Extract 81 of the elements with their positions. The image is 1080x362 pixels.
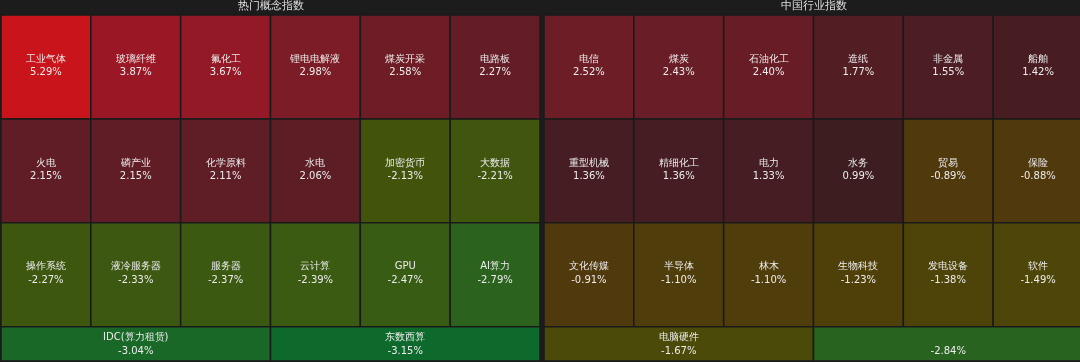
category-label: 煤炭 [668, 52, 689, 64]
category-label: 发电设备 [928, 260, 969, 272]
data-label: 2.11% [209, 170, 242, 182]
category-label: 工业气体 [25, 52, 66, 64]
category-label: 煤炭开采 [385, 52, 426, 64]
data-label: 2.98% [299, 66, 332, 78]
data-label: 2.58% [389, 66, 422, 78]
category-label: 重型机械 [568, 156, 609, 168]
data-label: 2.27% [479, 66, 511, 78]
data-label: 1.36% [573, 170, 605, 182]
data-label: 5.29% [30, 66, 62, 78]
text: 热门概念指数 [237, 0, 304, 13]
data-label: 3.67% [209, 66, 242, 78]
category-label: AI算力 [480, 260, 510, 272]
data-label: -2.47% [387, 273, 423, 285]
category-label: 火电 [35, 156, 56, 168]
category-label: 电脑硬件 [658, 331, 699, 342]
data-label: -0.89% [930, 170, 966, 182]
data-label: 2.15% [119, 170, 152, 182]
data-label: -1.10% [750, 273, 787, 285]
data-label: -2.39% [297, 273, 334, 285]
category-label: 精细化工 [658, 156, 699, 168]
data-label: -1.10% [661, 273, 697, 285]
category-label: 加密货币 [385, 156, 426, 168]
category-label: 石油化工 [748, 52, 789, 64]
data-label: 2.06% [299, 170, 332, 182]
category-label: 电力 [758, 156, 779, 168]
data-label: -2.13% [387, 170, 423, 182]
data-label: 1.33% [752, 170, 785, 182]
data-label: -3.04% [118, 345, 154, 357]
data-label: 1.77% [842, 66, 875, 78]
category-label: 电路板 [480, 52, 511, 64]
data-label: 2.40% [752, 66, 785, 78]
category-label: 东数西算 [385, 331, 426, 342]
category-label: 大数据 [480, 156, 511, 168]
category-label: 云计算 [300, 260, 331, 272]
data-label: 1.42% [1022, 66, 1054, 78]
category-label: 玻璃纤维 [115, 52, 156, 64]
text: 中国行业指数 [780, 0, 847, 13]
data-label: -2.27% [28, 273, 64, 285]
data-label: -2.79% [477, 273, 513, 285]
data-label: -1.49% [1020, 273, 1056, 285]
category-label: 船舶 [1028, 52, 1049, 64]
data-label: -0.91% [571, 273, 607, 285]
data-label: -3.15% [387, 345, 423, 357]
category-label: 水务 [848, 156, 869, 168]
category-label: 锂电电解液 [289, 52, 341, 64]
category-label: 磷产业 [119, 156, 151, 168]
data-label: 1.55% [932, 66, 965, 78]
category-label: 服务器 [210, 260, 241, 272]
category-label: 贸易 [938, 156, 959, 168]
category-label: 水电 [305, 156, 326, 168]
data-label: -1.38% [930, 273, 966, 285]
category-label: 电信 [578, 52, 599, 64]
data-label: -0.88% [1020, 170, 1056, 182]
category-label: 半导体 [663, 260, 694, 272]
data-label: 1.36% [662, 170, 695, 182]
category-label: IDC(算力租赁) [103, 331, 169, 342]
data-label: 0.99% [842, 170, 875, 182]
category-label: 氟化工 [210, 52, 241, 64]
category-label: 造纸 [848, 52, 869, 64]
data-label: 2.43% [662, 66, 695, 78]
data-label: -2.21% [477, 170, 513, 182]
data-label: -2.37% [207, 273, 244, 285]
category-label: 生物科技 [838, 260, 879, 272]
data-label: -1.23% [840, 273, 877, 285]
data-label: 2.15% [30, 170, 62, 182]
data-label: 2.52% [573, 66, 605, 78]
category-label: 林木 [757, 260, 779, 272]
category-label: 文化传媒 [568, 260, 609, 272]
data-label: -2.84% [930, 345, 966, 357]
category-label: GPU [394, 260, 416, 272]
category-label: 保险 [1028, 156, 1049, 168]
data-label: -1.67% [661, 345, 697, 357]
category-label: 液冷服务器 [110, 260, 161, 272]
data-label: -2.33% [118, 273, 154, 285]
category-label: 操作系统 [25, 260, 66, 272]
category-label: 软件 [1028, 260, 1049, 272]
category-label: 非金属 [933, 52, 964, 64]
category-label: 化学原料 [205, 156, 246, 168]
data-label: 3.87% [119, 66, 152, 78]
